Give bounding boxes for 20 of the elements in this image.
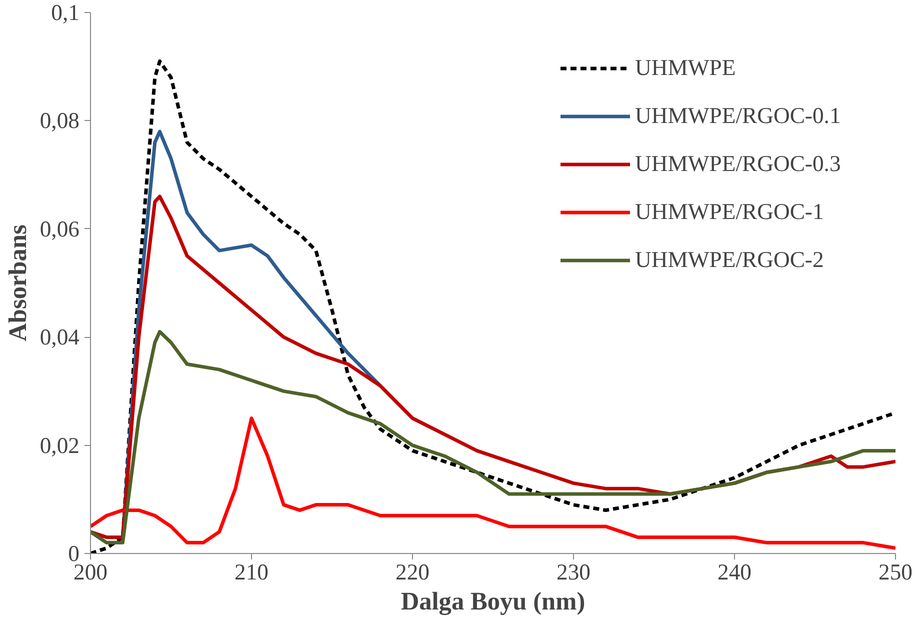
x-axis-title: Dalga Boyu (nm) (400, 588, 586, 616)
x-tick-label: 210 (234, 560, 268, 584)
y-tick-label: 0 (68, 541, 80, 566)
legend-label: UHMWPE (635, 55, 736, 81)
legend-label: UHMWPE/RGOC-1 (635, 199, 824, 225)
y-tick-label: 0,08 (40, 108, 80, 134)
x-tick-label: 240 (718, 560, 752, 584)
legend-label: UHMWPE/RGOC-0.3 (635, 151, 841, 177)
y-tick-label: 0,02 (40, 432, 80, 458)
x-tick-label: 220 (396, 560, 430, 584)
x-tick-label: 250 (878, 560, 912, 584)
legend-label: UHMWPE/RGOC-0.1 (635, 103, 841, 129)
y-tick-label: 0,04 (40, 324, 80, 350)
line-series (90, 416, 896, 550)
y-tick-label: 0,1 (51, 0, 80, 25)
y-axis-title: Absorbans (4, 224, 32, 342)
legend-label: UHMWPE/RGOC-2 (635, 247, 824, 273)
y-tick-label: 0,06 (40, 216, 80, 242)
line-series (90, 330, 896, 544)
x-tick-label: 230 (556, 560, 590, 584)
